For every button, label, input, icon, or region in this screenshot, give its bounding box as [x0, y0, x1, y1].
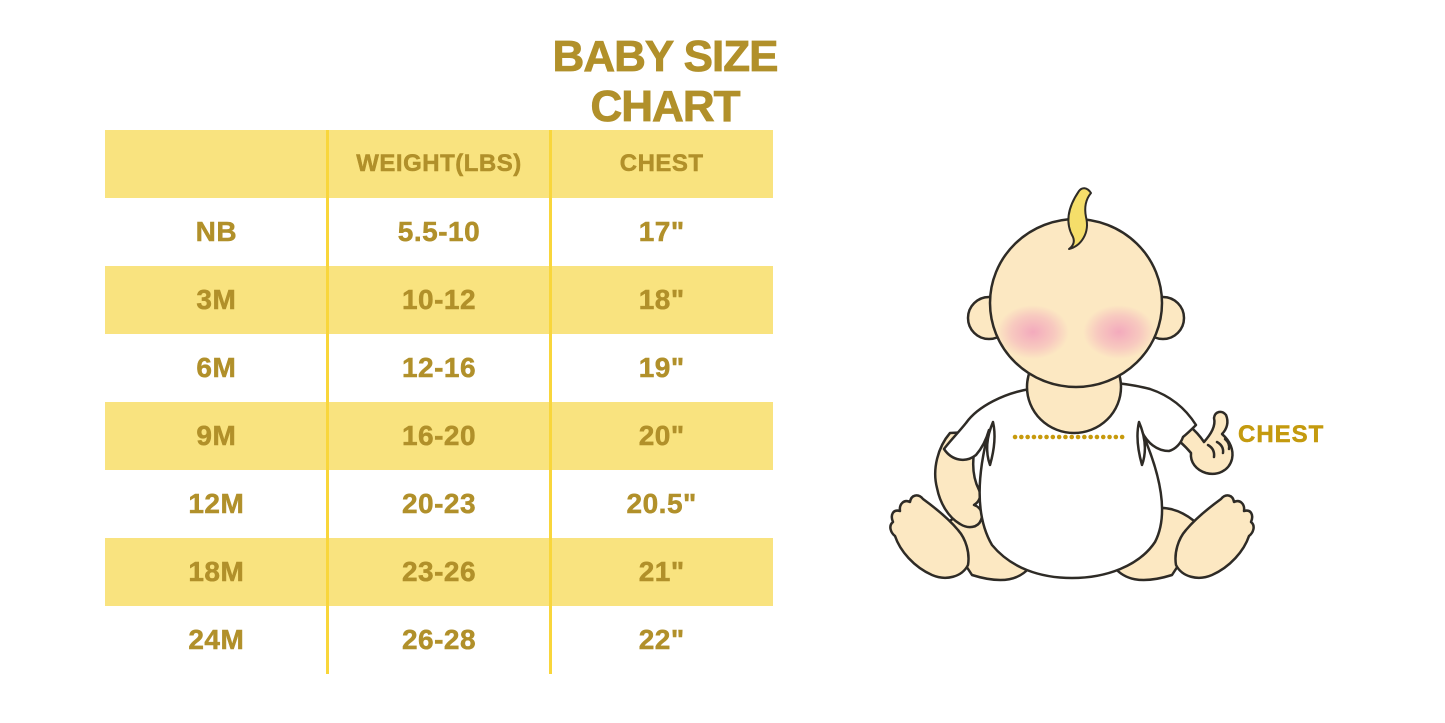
weight-cell: 12-16 — [401, 352, 477, 384]
chest-label: CHEST — [1238, 421, 1325, 449]
table-row: 3M 10-12 18" — [105, 266, 773, 334]
weight-cell: 23-26 — [401, 556, 477, 588]
chest-cell: 21" — [638, 556, 685, 588]
table-row: 18M 23-26 21" — [105, 538, 773, 606]
baby-hair-curl — [1067, 187, 1092, 250]
baby-onesie — [942, 380, 1198, 580]
weight-cell: 20-23 — [401, 488, 477, 520]
baby-right-cheek-blush — [1083, 305, 1155, 359]
size-cell: 9M — [196, 420, 237, 452]
weight-cell: 10-12 — [401, 284, 477, 316]
table-row: NB 5.5-10 17" — [105, 198, 773, 266]
baby-left-armpit-crease — [985, 420, 996, 467]
page-title: BABY SIZE CHART — [552, 32, 779, 132]
size-cell: 3M — [196, 284, 237, 316]
chest-cell: 18" — [638, 284, 685, 316]
baby-illustration-svg — [889, 187, 1255, 582]
size-cell: 6M — [196, 352, 237, 384]
size-chart-table: WEIGHT(LBS) CHEST NB 5.5-10 17" 3M 10-12… — [105, 130, 773, 674]
size-cell: 24M — [188, 624, 245, 656]
chest-cell: 19" — [638, 352, 685, 384]
baby-fist-finger-lines — [1206, 437, 1231, 459]
weight-cell: 5.5-10 — [397, 216, 481, 248]
column-divider — [549, 130, 552, 674]
chest-cell: 20" — [638, 420, 685, 452]
table-header-row: WEIGHT(LBS) CHEST — [105, 130, 773, 198]
size-cell: 12M — [188, 488, 245, 520]
table-row: 12M 20-23 20.5" — [105, 470, 773, 538]
table-row: 6M 12-16 19" — [105, 334, 773, 402]
baby-illustration — [880, 185, 1340, 615]
header-chest-cell: CHEST — [619, 150, 704, 178]
chest-cell: 20.5" — [626, 488, 697, 520]
header-weight-cell: WEIGHT(LBS) — [356, 150, 522, 178]
table-row: 9M 16-20 20" — [105, 402, 773, 470]
baby-right-foot — [1174, 494, 1255, 579]
header-size-cell — [105, 130, 328, 198]
column-divider — [326, 130, 329, 674]
size-cell: 18M — [188, 556, 245, 588]
size-cell: NB — [195, 216, 238, 248]
table-row: 24M 26-28 22" — [105, 606, 773, 674]
weight-cell: 16-20 — [401, 420, 477, 452]
weight-cell: 26-28 — [401, 624, 477, 656]
baby-left-cheek-blush — [997, 305, 1069, 359]
chest-cell: 17" — [638, 216, 685, 248]
chest-cell: 22" — [638, 624, 685, 656]
baby-right-armpit-crease — [1136, 420, 1147, 467]
baby-left-foot — [889, 494, 970, 579]
